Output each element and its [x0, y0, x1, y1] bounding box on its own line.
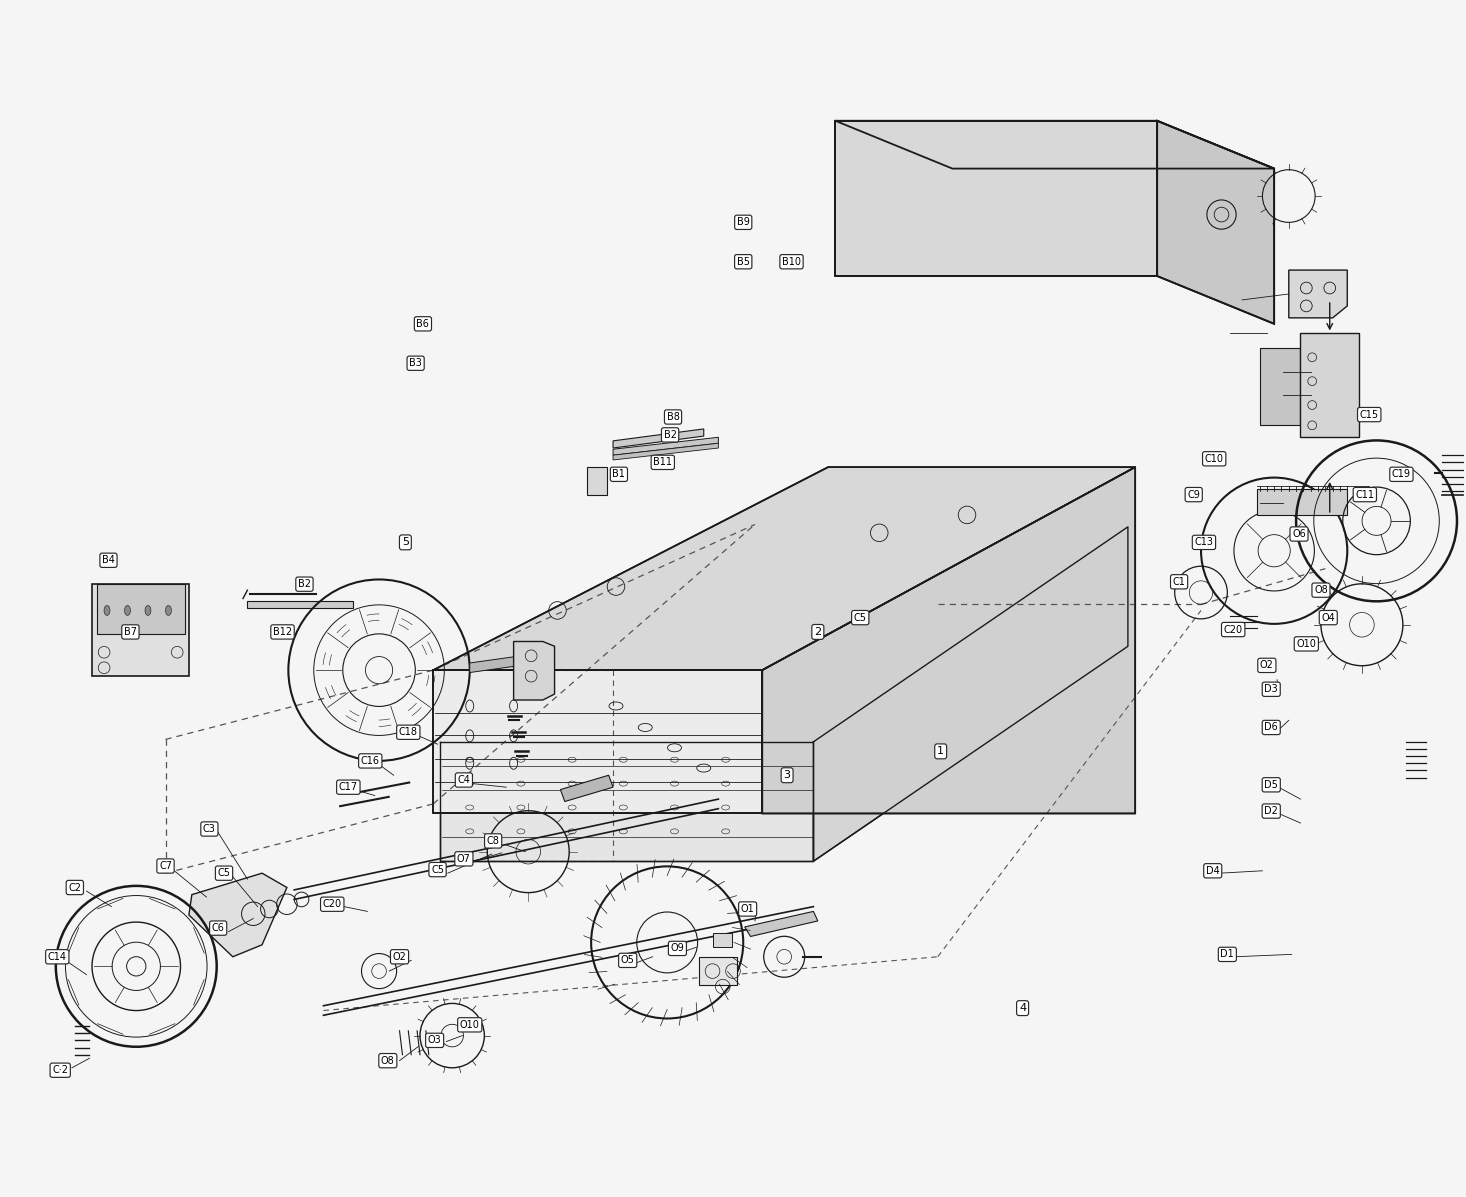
- Text: C5: C5: [431, 864, 444, 875]
- Text: D6: D6: [1264, 723, 1278, 733]
- Text: C1: C1: [1173, 577, 1186, 587]
- Text: C7: C7: [158, 861, 172, 871]
- Text: B3: B3: [409, 358, 422, 369]
- Text: O8: O8: [381, 1056, 394, 1065]
- Text: C20: C20: [323, 899, 342, 910]
- Text: D3: D3: [1264, 685, 1278, 694]
- Polygon shape: [92, 584, 189, 676]
- Text: C·2: C·2: [53, 1065, 69, 1075]
- Text: O7: O7: [457, 853, 471, 864]
- Bar: [586, 467, 607, 496]
- Text: 5: 5: [402, 537, 409, 547]
- Text: C5: C5: [853, 613, 866, 622]
- Text: C16: C16: [361, 757, 380, 766]
- Text: D4: D4: [1207, 865, 1220, 876]
- Bar: [712, 932, 733, 947]
- Polygon shape: [814, 527, 1127, 861]
- Ellipse shape: [104, 606, 110, 615]
- Text: D5: D5: [1264, 779, 1278, 790]
- Bar: [699, 956, 737, 985]
- Text: C13: C13: [1195, 537, 1214, 547]
- Text: B7: B7: [125, 627, 136, 637]
- Text: B11: B11: [654, 457, 673, 467]
- Text: C19: C19: [1391, 469, 1410, 479]
- Text: O4: O4: [1321, 613, 1336, 622]
- Text: C20: C20: [1224, 625, 1243, 634]
- Text: B2: B2: [298, 579, 311, 589]
- Polygon shape: [1259, 347, 1300, 425]
- Text: O8: O8: [1314, 585, 1328, 595]
- Polygon shape: [613, 443, 718, 460]
- Text: C18: C18: [399, 728, 418, 737]
- Polygon shape: [1300, 334, 1359, 437]
- Text: C2: C2: [69, 882, 81, 893]
- Text: 1: 1: [937, 747, 944, 757]
- Text: B1: B1: [613, 469, 626, 479]
- Text: O1: O1: [740, 904, 755, 915]
- Text: B12: B12: [273, 627, 292, 637]
- Polygon shape: [613, 429, 704, 448]
- Text: C17: C17: [339, 782, 358, 792]
- Ellipse shape: [125, 606, 130, 615]
- Polygon shape: [1289, 271, 1347, 318]
- Text: O10: O10: [1296, 639, 1316, 649]
- Text: C9: C9: [1187, 490, 1201, 499]
- Text: B5: B5: [737, 256, 749, 267]
- Polygon shape: [560, 776, 613, 802]
- Ellipse shape: [166, 606, 172, 615]
- Text: B4: B4: [103, 555, 114, 565]
- Polygon shape: [745, 911, 818, 936]
- Text: O3: O3: [428, 1035, 441, 1045]
- Polygon shape: [613, 437, 718, 455]
- Polygon shape: [469, 656, 520, 673]
- Polygon shape: [432, 467, 1135, 670]
- Text: C8: C8: [487, 836, 500, 846]
- Polygon shape: [440, 742, 814, 861]
- Text: B9: B9: [737, 218, 749, 227]
- Text: B6: B6: [416, 318, 430, 329]
- Text: 3: 3: [784, 770, 790, 780]
- Text: C10: C10: [1205, 454, 1224, 463]
- Text: O5: O5: [620, 955, 635, 965]
- Polygon shape: [248, 601, 353, 608]
- Polygon shape: [513, 642, 554, 700]
- Polygon shape: [97, 584, 185, 634]
- Polygon shape: [1157, 121, 1274, 324]
- Polygon shape: [189, 873, 287, 956]
- Text: B8: B8: [667, 412, 679, 423]
- Text: O10: O10: [460, 1020, 479, 1029]
- Text: C4: C4: [457, 774, 471, 785]
- Text: D1: D1: [1221, 949, 1234, 959]
- Text: C3: C3: [202, 824, 216, 834]
- Text: B2: B2: [664, 430, 677, 439]
- Text: C14: C14: [48, 952, 67, 961]
- Text: 4: 4: [1019, 1003, 1026, 1013]
- Polygon shape: [836, 121, 1274, 169]
- Text: C11: C11: [1356, 490, 1374, 499]
- Text: O9: O9: [670, 943, 685, 953]
- Polygon shape: [1256, 488, 1347, 515]
- Text: O2: O2: [1259, 661, 1274, 670]
- Text: C6: C6: [211, 923, 224, 934]
- Text: O6: O6: [1292, 529, 1306, 539]
- Text: D2: D2: [1264, 806, 1278, 816]
- Text: B10: B10: [781, 256, 800, 267]
- Text: C15: C15: [1359, 409, 1380, 420]
- Ellipse shape: [145, 606, 151, 615]
- Polygon shape: [836, 121, 1157, 277]
- Polygon shape: [762, 467, 1135, 814]
- Polygon shape: [432, 670, 762, 814]
- Text: O2: O2: [393, 952, 406, 961]
- Text: 2: 2: [814, 627, 821, 637]
- Text: C5: C5: [217, 868, 230, 879]
